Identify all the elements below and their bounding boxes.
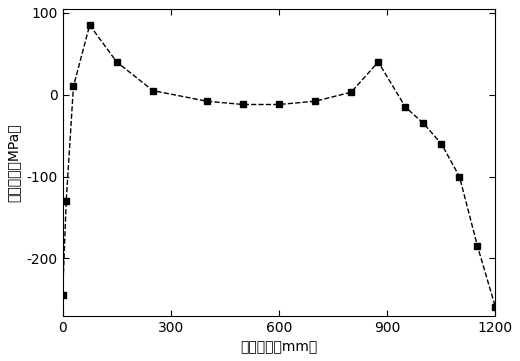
Y-axis label: 残余应力（MPa）: 残余应力（MPa） (7, 123, 21, 201)
X-axis label: 宽度坐标（mm）: 宽度坐标（mm） (240, 340, 318, 354)
